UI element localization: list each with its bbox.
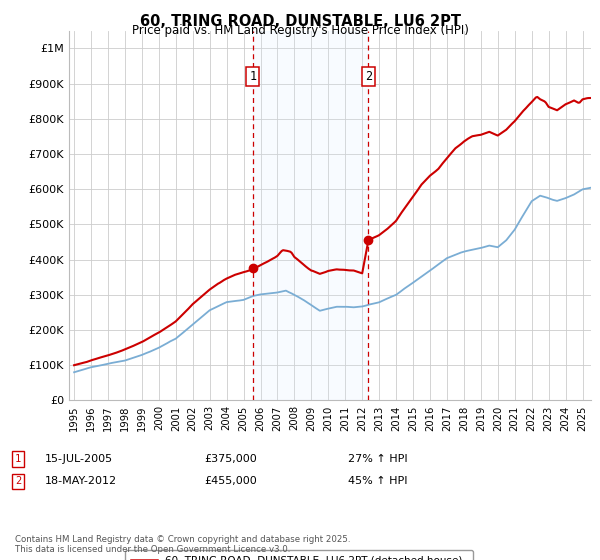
Text: 15-JUL-2005: 15-JUL-2005 — [45, 454, 113, 464]
Text: 45% ↑ HPI: 45% ↑ HPI — [348, 477, 407, 487]
Text: 60, TRING ROAD, DUNSTABLE, LU6 2PT: 60, TRING ROAD, DUNSTABLE, LU6 2PT — [139, 14, 461, 29]
Text: 18-MAY-2012: 18-MAY-2012 — [45, 477, 117, 487]
Text: £455,000: £455,000 — [204, 477, 257, 487]
Text: 27% ↑ HPI: 27% ↑ HPI — [348, 454, 407, 464]
Text: 2: 2 — [365, 70, 372, 83]
Text: £375,000: £375,000 — [204, 454, 257, 464]
Text: 1: 1 — [15, 454, 21, 464]
Bar — [253, 31, 368, 400]
Text: 1: 1 — [249, 70, 256, 83]
Text: Contains HM Land Registry data © Crown copyright and database right 2025.
This d: Contains HM Land Registry data © Crown c… — [15, 535, 350, 554]
Text: Price paid vs. HM Land Registry's House Price Index (HPI): Price paid vs. HM Land Registry's House … — [131, 24, 469, 37]
Text: 2: 2 — [15, 477, 21, 487]
Legend: 60, TRING ROAD, DUNSTABLE, LU6 2PT (detached house), HPI: Average price, detache: 60, TRING ROAD, DUNSTABLE, LU6 2PT (deta… — [125, 550, 473, 560]
